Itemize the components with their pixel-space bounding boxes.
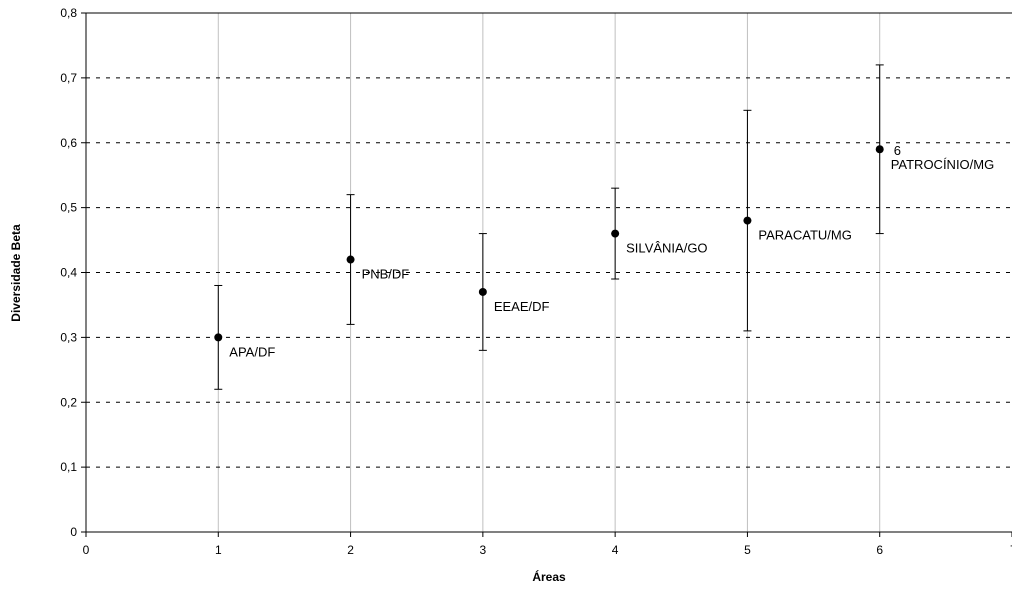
axes <box>81 12 1012 537</box>
y-tick-label: 0,4 <box>60 266 77 280</box>
x-tick-label: 3 <box>480 543 487 557</box>
x-tick-label: 7 <box>1010 543 1012 557</box>
data-points: APA/DF PNB/DF EEAE/DF SILVÂNIA/GO PARACATU/M… <box>214 64 995 390</box>
data-point-group: EEAE/DF <box>478 233 550 351</box>
tick-labels: 0 0,1 0,2 0,3 0,4 0,5 0,6 0,7 0,8 0 1 2 3 4 5 6 7 <box>60 6 1012 557</box>
data-label-line: 6 <box>894 143 901 158</box>
x-tick-label: 0 <box>83 543 90 557</box>
data-label: PARACATU/MG <box>758 228 851 243</box>
y-tick-label: 0,2 <box>60 395 77 409</box>
data-point <box>214 333 223 342</box>
data-point-group: 6 PATROCÍNIO/MG <box>875 64 995 235</box>
data-point-group: PARACATU/MG <box>743 109 852 332</box>
data-point <box>478 287 487 296</box>
x-tick-label: 5 <box>744 543 751 557</box>
data-label: APA/DF <box>229 344 275 359</box>
y-tick-label: 0,5 <box>60 201 77 215</box>
data-point-group: PNB/DF <box>346 194 410 325</box>
y-tick-label: 0,6 <box>60 136 77 150</box>
y-tick-label: 0,8 <box>60 6 77 20</box>
grid <box>86 13 1012 532</box>
data-label: EEAE/DF <box>494 299 550 314</box>
y-tick-label: 0 <box>70 525 77 539</box>
data-label: SILVÂNIA/GO <box>626 241 707 256</box>
data-point <box>611 229 620 238</box>
data-point <box>743 216 752 225</box>
x-tick-label: 1 <box>215 543 222 557</box>
data-point-group: SILVÂNIA/GO <box>611 187 708 280</box>
y-tick-label: 0,7 <box>60 71 77 85</box>
data-point <box>875 145 884 154</box>
x-tick-label: 6 <box>876 543 883 557</box>
data-label: PNB/DF <box>362 267 410 282</box>
y-tick-label: 0,1 <box>60 460 77 474</box>
y-axis-title: Diversidade Beta <box>9 224 23 322</box>
data-label: 6 PATROCÍNIO/MG <box>891 143 995 172</box>
x-tick-label: 4 <box>612 543 619 557</box>
x-axis-title: Áreas <box>532 569 566 584</box>
data-point-group: APA/DF <box>214 284 275 390</box>
y-tick-label: 0,3 <box>60 330 77 344</box>
data-label-line: PATROCÍNIO/MG <box>891 157 995 172</box>
data-point <box>346 255 355 264</box>
x-tick-label: 2 <box>347 543 354 557</box>
